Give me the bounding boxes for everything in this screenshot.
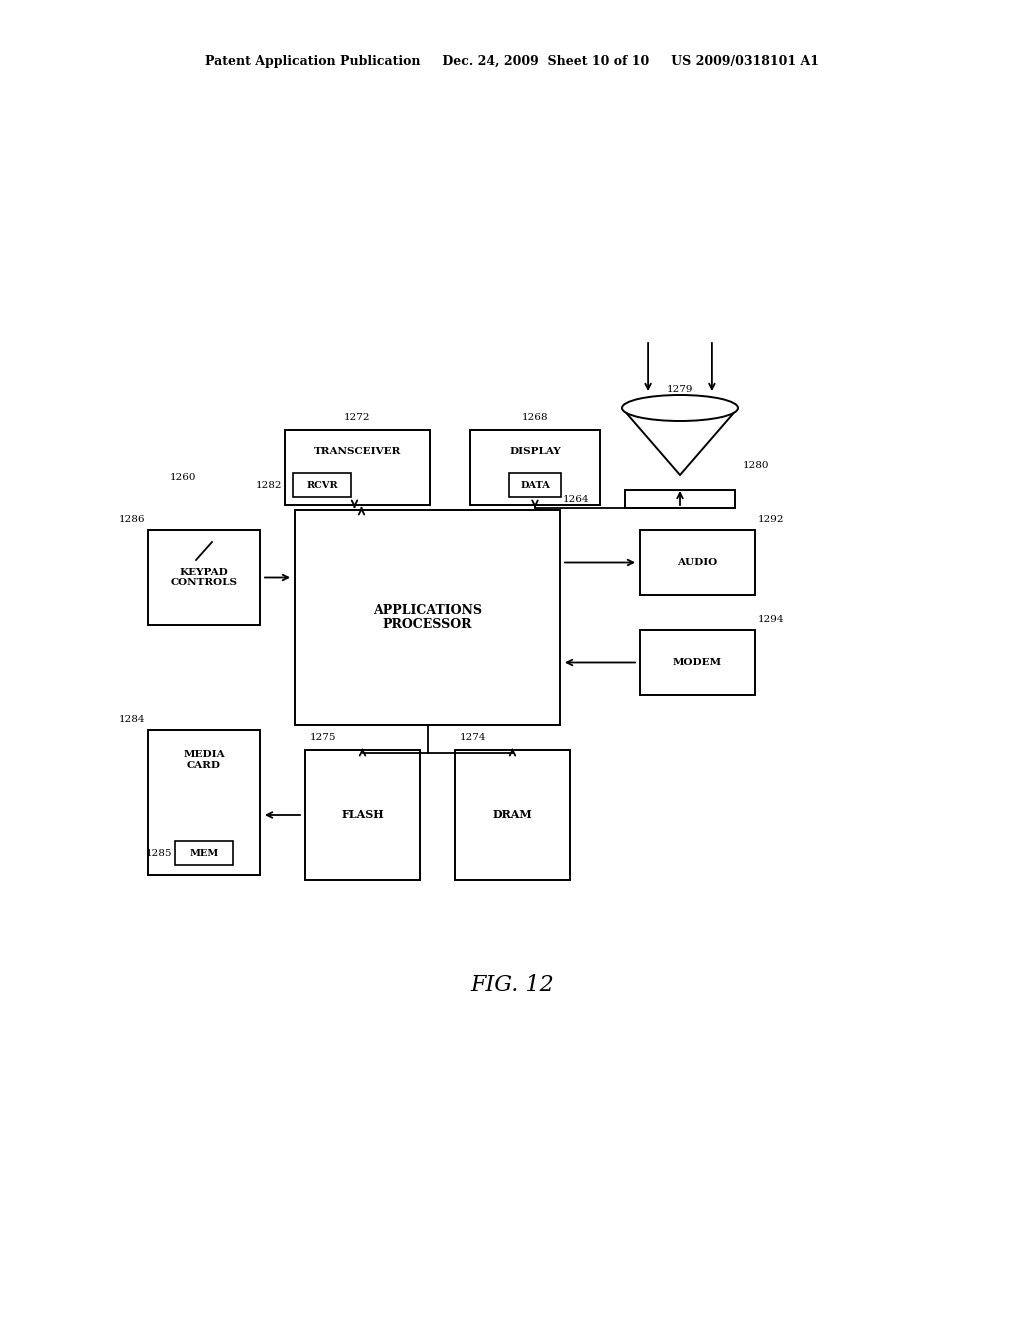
Text: RCVR: RCVR bbox=[306, 480, 338, 490]
Text: 1279: 1279 bbox=[667, 385, 693, 395]
Text: 1292: 1292 bbox=[758, 516, 784, 524]
Polygon shape bbox=[622, 408, 738, 475]
Text: 1274: 1274 bbox=[460, 734, 486, 742]
Text: 1272: 1272 bbox=[344, 413, 371, 422]
Bar bbox=[625, 490, 735, 508]
Text: 1285: 1285 bbox=[145, 849, 172, 858]
Ellipse shape bbox=[622, 395, 738, 421]
Bar bbox=[509, 473, 561, 498]
Text: FIG. 12: FIG. 12 bbox=[470, 974, 554, 997]
Bar bbox=[305, 750, 420, 880]
Text: Patent Application Publication     Dec. 24, 2009  Sheet 10 of 10     US 2009/031: Patent Application Publication Dec. 24, … bbox=[205, 55, 819, 69]
Text: DATA: DATA bbox=[520, 480, 550, 490]
Text: DISPLAY: DISPLAY bbox=[509, 447, 561, 457]
Text: 1284: 1284 bbox=[119, 715, 145, 725]
Text: DRAM: DRAM bbox=[493, 809, 532, 821]
Text: FLASH: FLASH bbox=[341, 809, 384, 821]
Text: 1275: 1275 bbox=[310, 734, 337, 742]
Bar bbox=[640, 630, 755, 696]
Text: 1264: 1264 bbox=[563, 495, 590, 504]
Text: MEM: MEM bbox=[189, 849, 219, 858]
Text: 1260: 1260 bbox=[170, 474, 197, 483]
Text: MODEM: MODEM bbox=[673, 657, 722, 667]
Bar bbox=[285, 430, 430, 506]
Bar bbox=[640, 531, 755, 595]
Bar bbox=[148, 531, 260, 624]
Text: 1286: 1286 bbox=[119, 516, 145, 524]
Text: 1282: 1282 bbox=[256, 480, 282, 490]
Text: AUDIO: AUDIO bbox=[677, 558, 718, 568]
Text: TRANSCEIVER: TRANSCEIVER bbox=[313, 447, 401, 457]
Text: 1294: 1294 bbox=[758, 615, 784, 624]
Text: 1280: 1280 bbox=[743, 461, 769, 470]
Text: MEDIA
CARD: MEDIA CARD bbox=[183, 750, 225, 770]
Bar bbox=[148, 730, 260, 875]
Bar bbox=[175, 841, 233, 865]
Bar bbox=[455, 750, 570, 880]
Bar bbox=[293, 473, 351, 498]
Bar bbox=[295, 510, 560, 725]
Bar bbox=[470, 430, 600, 506]
Text: APPLICATIONS
PROCESSOR: APPLICATIONS PROCESSOR bbox=[373, 603, 482, 631]
Text: 1268: 1268 bbox=[522, 413, 548, 422]
Text: KEYPAD
CONTROLS: KEYPAD CONTROLS bbox=[171, 568, 238, 587]
